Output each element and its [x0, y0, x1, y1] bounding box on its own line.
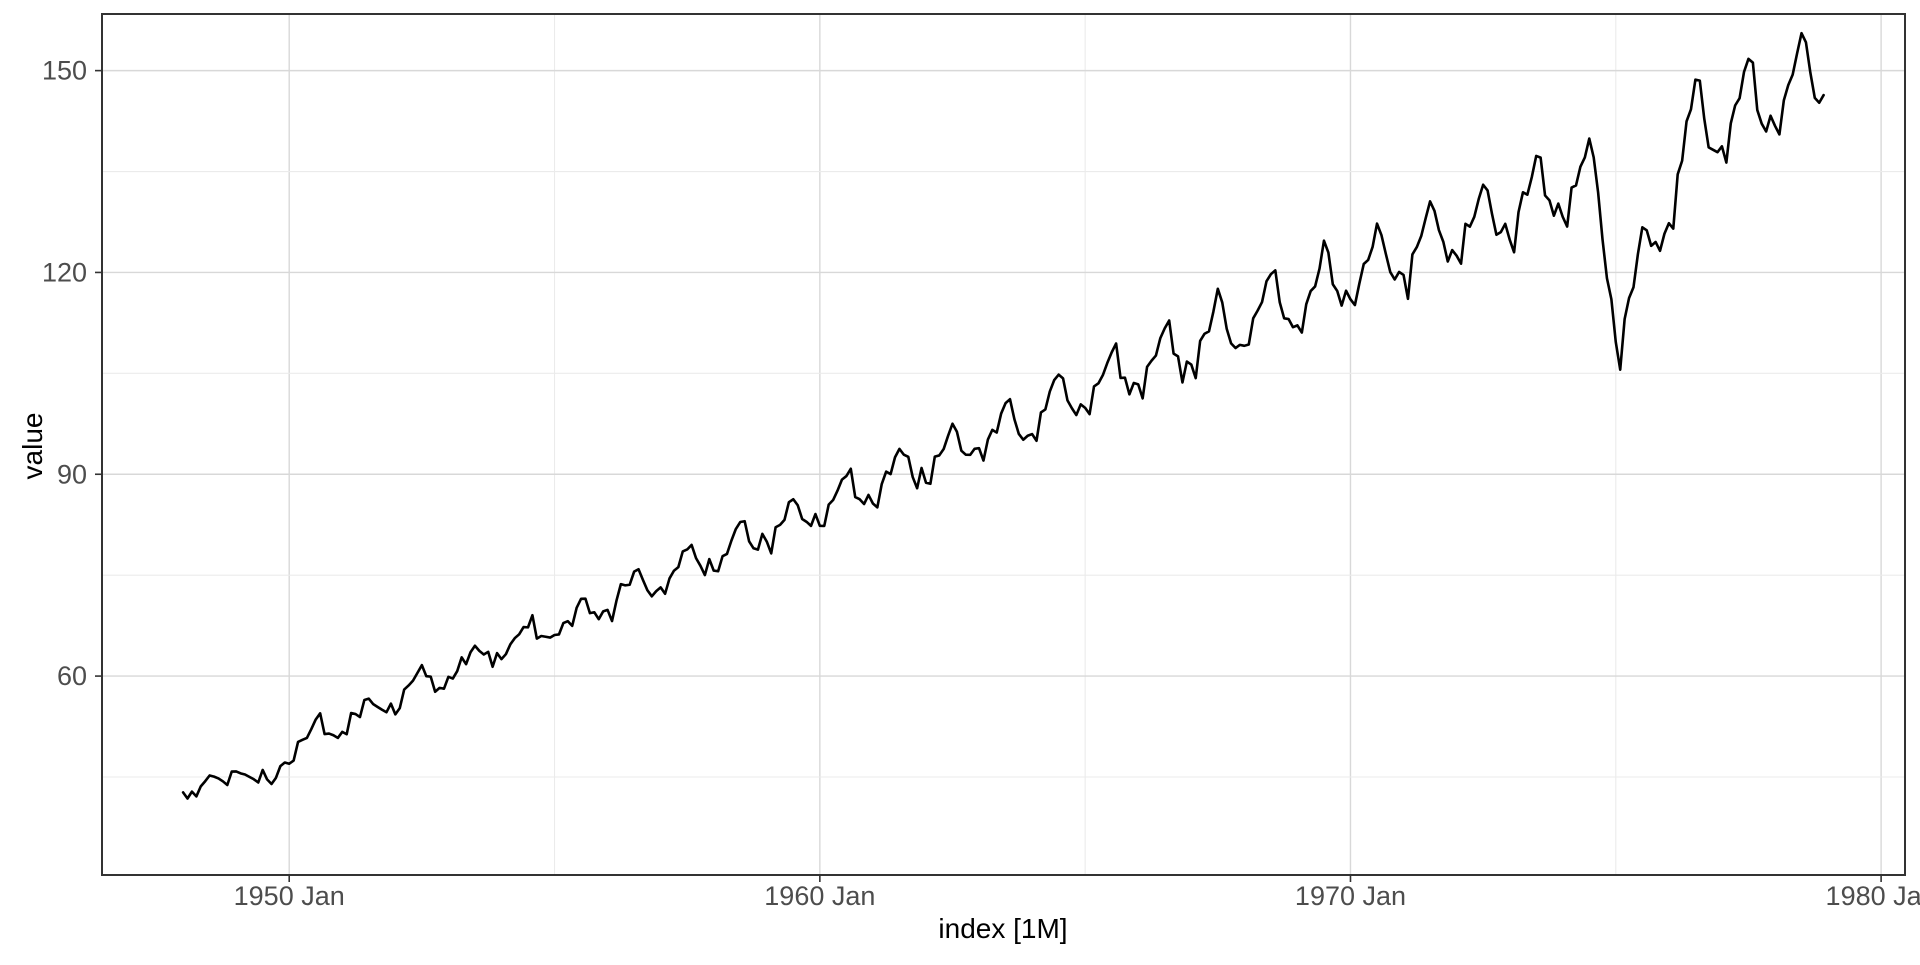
svg-text:1970 Jan: 1970 Jan [1295, 881, 1406, 911]
svg-text:1960 Jan: 1960 Jan [764, 881, 875, 911]
svg-text:120: 120 [42, 257, 87, 287]
svg-text:150: 150 [42, 56, 87, 86]
svg-text:90: 90 [57, 459, 87, 489]
svg-text:1980 Jan: 1980 Jan [1826, 881, 1920, 911]
svg-text:1950 Jan: 1950 Jan [234, 881, 345, 911]
svg-text:60: 60 [57, 661, 87, 691]
